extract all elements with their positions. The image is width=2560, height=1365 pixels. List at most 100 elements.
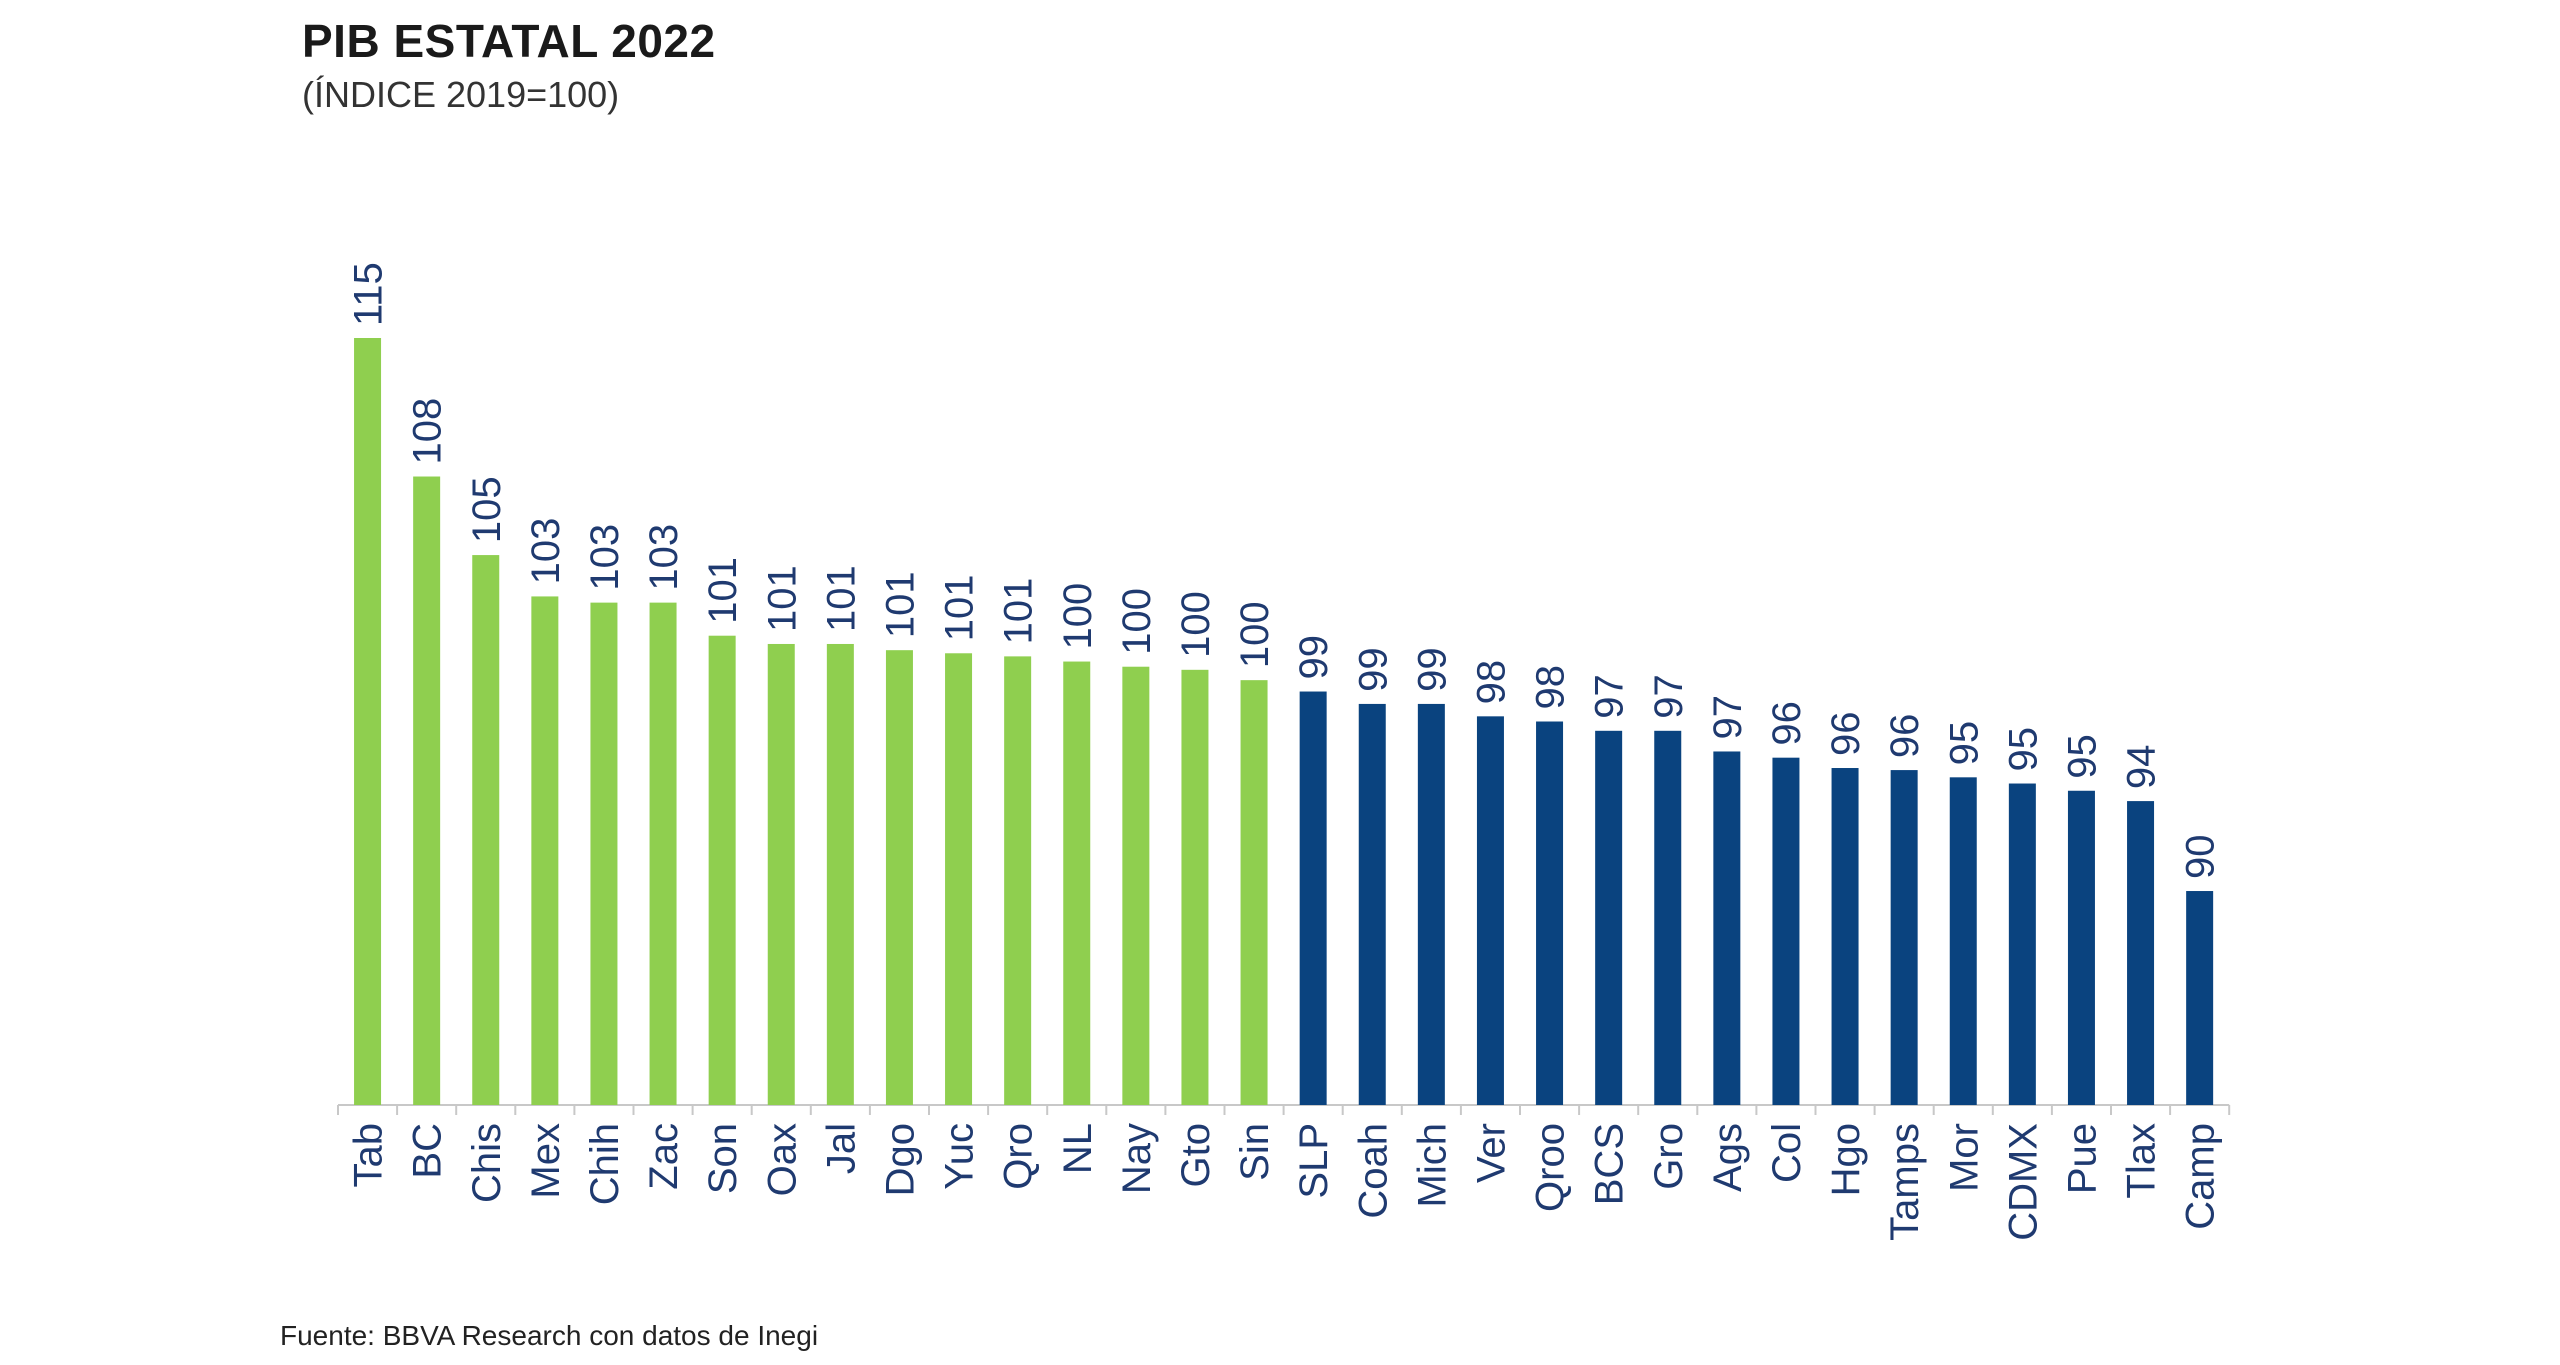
tick-label-jal: Jal (819, 1123, 863, 1174)
tick-label-camp: Camp (2179, 1123, 2223, 1230)
bar-sin (1240, 680, 1268, 1105)
data-label-oax: 101 (760, 565, 804, 632)
data-label-ags: 97 (1706, 695, 1750, 740)
data-label-slp: 99 (1292, 635, 1336, 680)
tick-label-son: Son (701, 1123, 745, 1194)
data-label-dgo: 101 (878, 571, 922, 638)
bar-ags (1713, 751, 1741, 1105)
bar-mor (1949, 777, 1977, 1105)
source-note: Fuente: BBVA Research con datos de Inegi (280, 1320, 819, 1351)
tick-label-chis: Chis (465, 1123, 509, 1203)
bar-oax (767, 643, 795, 1105)
tick-label-hgo: Hgo (1824, 1123, 1868, 1196)
tick-label-pue: Pue (2060, 1123, 2104, 1194)
tick-label-tamps: Tamps (1883, 1123, 1927, 1241)
data-label-tlax: 94 (2120, 745, 2164, 790)
bar-tlax (2127, 801, 2155, 1105)
bar-nay (1122, 666, 1150, 1105)
tick-label-nl: NL (1056, 1123, 1100, 1174)
bar-jal (826, 643, 854, 1105)
data-label-jal: 101 (819, 565, 863, 632)
tick-label-yuc: Yuc (938, 1123, 982, 1190)
tick-label-qroo: Qroo (1529, 1123, 1573, 1212)
data-label-sin: 100 (1233, 601, 1277, 668)
bar-son (708, 635, 736, 1105)
data-label-yuc: 101 (938, 575, 982, 642)
bar-chis (472, 555, 500, 1105)
tick-label-tab: Tab (347, 1123, 391, 1188)
tick-label-ver: Ver (1469, 1123, 1513, 1183)
tick-label-tlax: Tlax (2120, 1123, 2164, 1199)
data-label-qroo: 98 (1529, 665, 1573, 710)
data-label-chis: 105 (465, 476, 509, 543)
tick-label-slp: SLP (1292, 1123, 1336, 1199)
tick-label-mor: Mor (1942, 1123, 1986, 1192)
tick-label-qro: Qro (997, 1123, 1041, 1190)
bar-chih (590, 602, 618, 1105)
data-label-gro: 97 (1647, 674, 1691, 719)
bar-zac (649, 602, 677, 1105)
tick-label-oax: Oax (760, 1123, 804, 1196)
bar-coah (1358, 703, 1386, 1105)
bar-yuc (945, 653, 973, 1105)
bar-qro (1004, 656, 1032, 1105)
tick-label-col: Col (1765, 1123, 1809, 1183)
bar-cdmx (2008, 783, 2036, 1105)
tick-label-dgo: Dgo (878, 1123, 922, 1196)
tick-label-zac: Zac (642, 1123, 686, 1190)
bar-mich (1417, 703, 1445, 1105)
data-label-son: 101 (701, 557, 745, 624)
data-label-nay: 100 (1115, 588, 1159, 655)
data-label-camp: 90 (2179, 835, 2223, 880)
data-label-mor: 95 (1942, 721, 1986, 766)
data-label-mich: 99 (1410, 647, 1454, 692)
data-label-mex: 103 (524, 518, 568, 585)
bar-nl (1063, 661, 1091, 1105)
chart-subtitle: (ÍNDICE 2019=100) (302, 74, 620, 115)
tick-label-mich: Mich (1410, 1123, 1454, 1207)
bar-bcs (1595, 730, 1623, 1105)
data-label-coah: 99 (1351, 647, 1395, 692)
tick-label-nay: Nay (1115, 1123, 1159, 1194)
bar-gro (1654, 730, 1682, 1105)
data-label-nl: 100 (1056, 583, 1100, 650)
data-label-cdmx: 95 (2001, 727, 2045, 772)
tick-label-gro: Gro (1647, 1123, 1691, 1190)
tick-label-cdmx: CDMX (2001, 1123, 2045, 1241)
data-label-chih: 103 (583, 524, 627, 591)
chart-title: PIB ESTATAL 2022 (302, 15, 716, 67)
data-label-qro: 101 (997, 578, 1041, 645)
tick-label-ags: Ags (1706, 1123, 1750, 1192)
bar-tab (354, 338, 382, 1105)
tick-label-mex: Mex (524, 1123, 568, 1199)
bar-mex (531, 596, 559, 1105)
bar-camp (2186, 891, 2214, 1105)
tick-label-bc: BC (406, 1123, 450, 1179)
data-label-hgo: 96 (1824, 712, 1868, 757)
bar-col (1772, 757, 1800, 1105)
tick-label-chih: Chih (583, 1123, 627, 1205)
tick-label-gto: Gto (1174, 1123, 1218, 1187)
bar-tamps (1890, 770, 1918, 1105)
tick-label-sin: Sin (1233, 1123, 1277, 1181)
bar-hgo (1831, 768, 1859, 1105)
bar-bc (413, 476, 441, 1105)
data-label-bcs: 97 (1588, 674, 1632, 719)
tick-label-bcs: BCS (1588, 1123, 1632, 1205)
bar-dgo (885, 650, 913, 1105)
bar-gto (1181, 669, 1209, 1105)
data-label-zac: 103 (642, 524, 686, 591)
data-label-tamps: 96 (1883, 714, 1927, 759)
bar-slp (1299, 691, 1327, 1105)
data-label-gto: 100 (1174, 591, 1218, 658)
data-label-ver: 98 (1469, 660, 1513, 705)
bar-pue (2067, 790, 2095, 1105)
data-label-tab: 115 (347, 262, 391, 326)
data-label-col: 96 (1765, 701, 1809, 746)
data-label-pue: 95 (2060, 734, 2104, 779)
bar-qroo (1536, 721, 1564, 1105)
tick-label-coah: Coah (1351, 1123, 1395, 1219)
data-label-bc: 108 (406, 398, 450, 465)
bar-ver (1476, 716, 1504, 1105)
